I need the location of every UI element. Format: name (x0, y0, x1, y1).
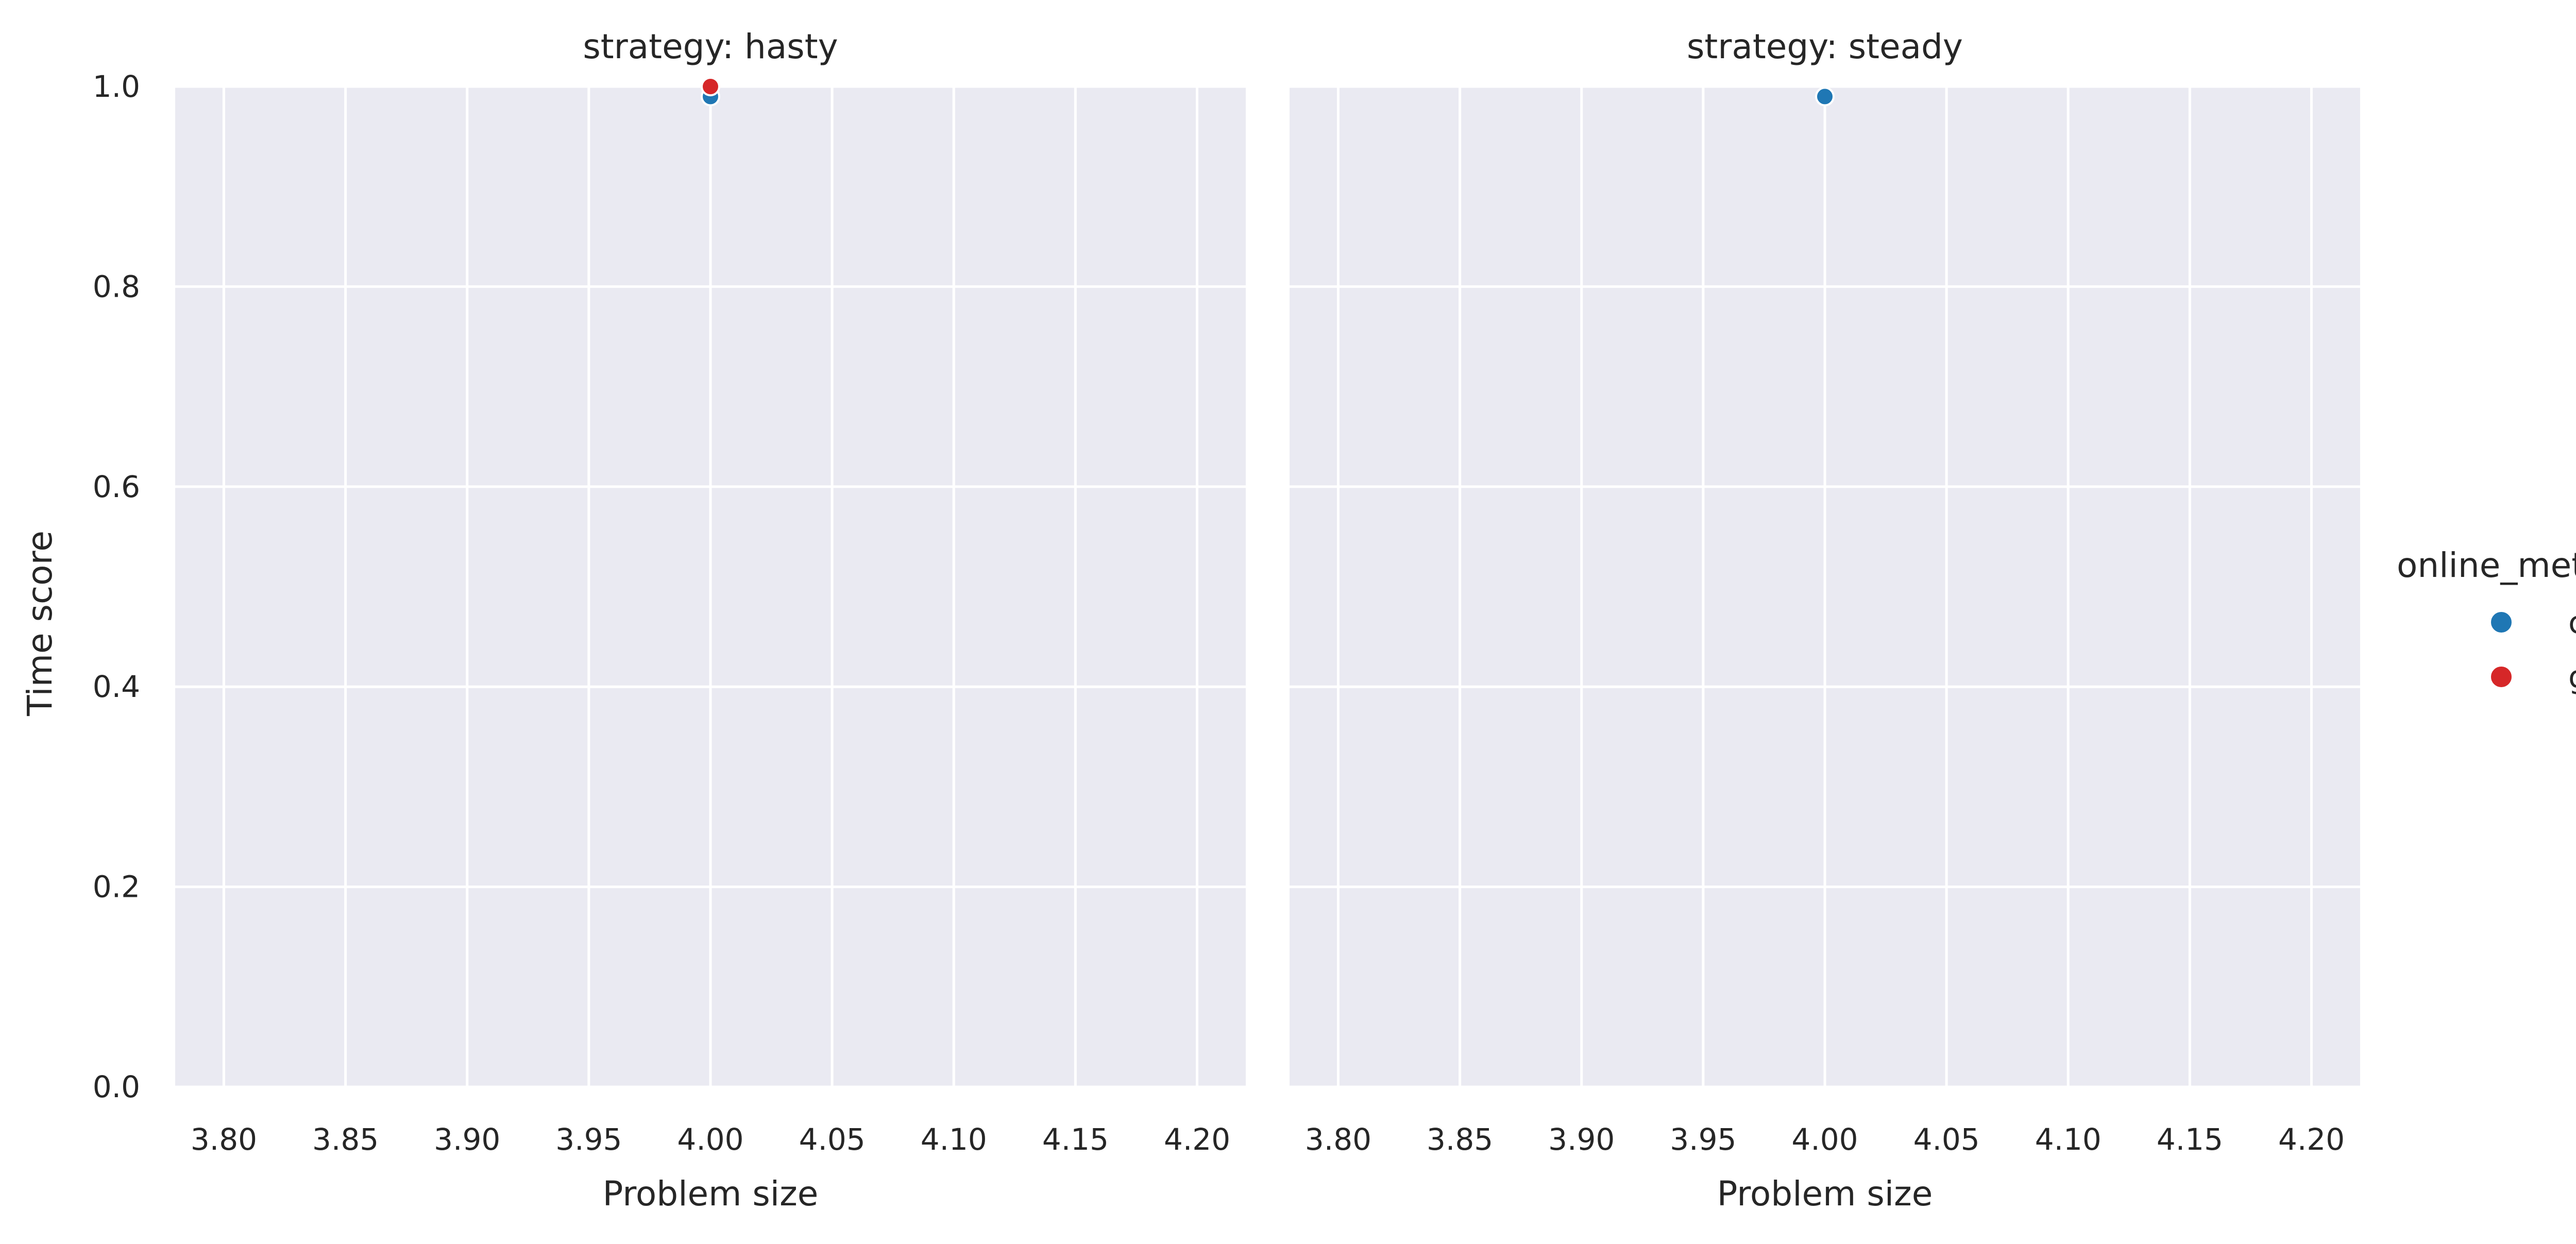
legend: online_methodcf gf (2397, 546, 2576, 695)
panel-title: strategy: hasty (583, 27, 838, 66)
x-tick-label: 4.20 (1164, 1122, 1230, 1157)
x-tick-label: 4.10 (2035, 1122, 2102, 1157)
legend-marker-gf (2489, 664, 2514, 689)
x-tick-label: 3.95 (1670, 1122, 1736, 1157)
x-tick-label: 4.05 (1913, 1122, 1980, 1157)
x-axis-label: Problem size (603, 1174, 819, 1214)
y-tick-label: 1.0 (93, 69, 140, 104)
x-tick-label: 3.85 (1427, 1122, 1493, 1157)
legend-marker-cf (2489, 610, 2514, 635)
facet-panel-1: 3.80 3.85 3.90 3.95 4.00 4.05 4.10 4.15 4.20 0.0 0… (93, 27, 1246, 1214)
x-tick-label: 3.95 (555, 1122, 622, 1157)
y-axis-label: Time score (20, 531, 60, 717)
x-tick-label: 3.90 (1548, 1122, 1615, 1157)
y-tick-label: 0.6 (93, 469, 140, 504)
point-cf (1815, 87, 1835, 107)
facet-panel-2: 3.80 3.85 3.90 3.95 4.00 4.05 4.10 4.15 4.20 stra… (1290, 27, 2360, 1214)
facet-panels: 3.80 3.85 3.90 3.95 4.00 4.05 4.10 4.15 4.20 0.0 0… (93, 27, 2360, 1214)
x-tick-label: 4.00 (677, 1122, 743, 1157)
x-tick-label: 4.20 (2278, 1122, 2345, 1157)
panel-title: strategy: steady (1687, 27, 1963, 66)
point-gf (701, 77, 720, 96)
x-tick-label: 4.00 (1791, 1122, 1858, 1157)
y-tick-label: 0.0 (93, 1069, 140, 1104)
y-tick-label: 0.4 (93, 669, 140, 704)
x-tick-label: 3.90 (434, 1122, 500, 1157)
y-tick-label: 0.8 (93, 269, 140, 304)
legend-title: online_method (2397, 546, 2576, 585)
legend-label-cf: cf (2568, 605, 2576, 641)
x-tick-label: 4.10 (921, 1122, 987, 1157)
x-axis-label: Problem size (1717, 1174, 1933, 1214)
x-tick-label: 4.15 (1042, 1122, 1109, 1157)
x-tick-label: 3.80 (1305, 1122, 1371, 1157)
x-tick-label: 3.85 (312, 1122, 379, 1157)
legend-label-gf: gf (2568, 659, 2576, 695)
x-tick-label: 4.15 (2157, 1122, 2223, 1157)
x-tick-label: 4.05 (799, 1122, 866, 1157)
x-tick-label: 3.80 (191, 1122, 257, 1157)
y-tick-label: 0.2 (93, 870, 140, 905)
